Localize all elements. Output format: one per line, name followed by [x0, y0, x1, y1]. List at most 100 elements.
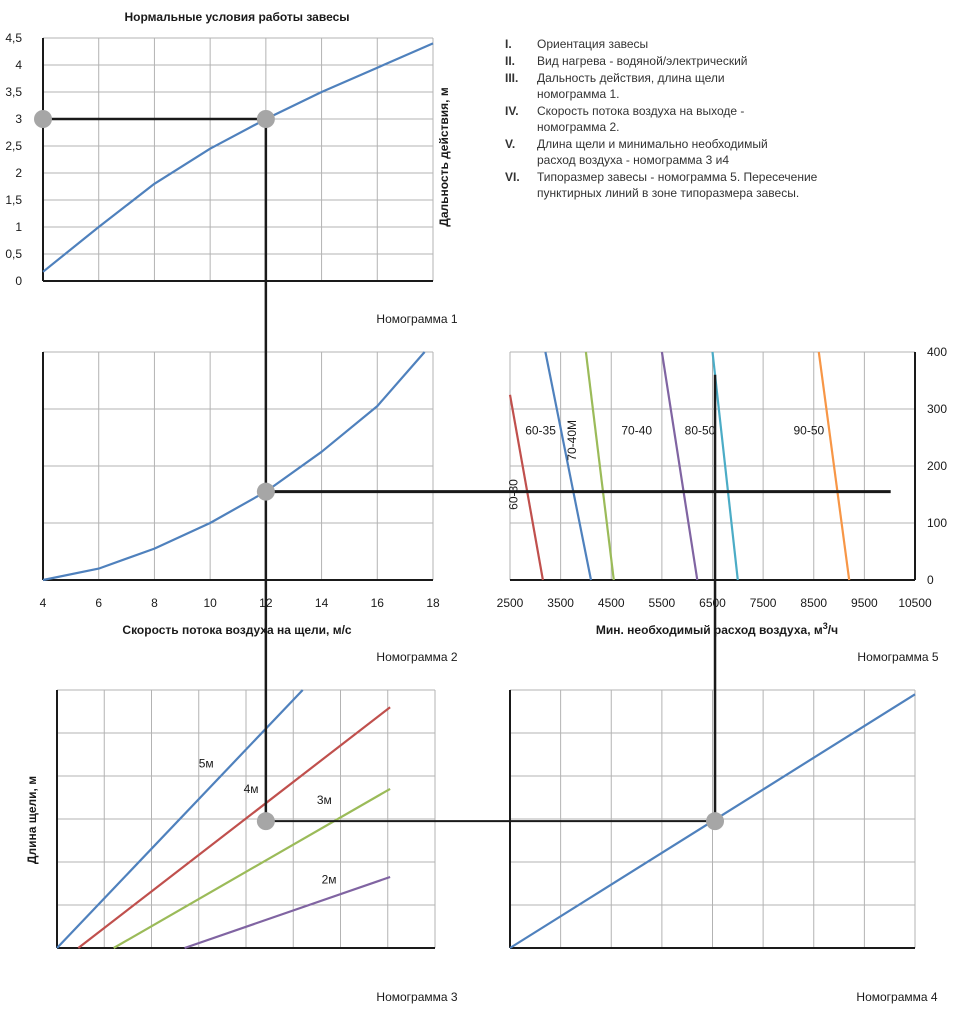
y-tick-label: 2,5: [5, 139, 22, 153]
nomogram-4: Номограмма 4: [509, 689, 938, 1004]
line-label: 4м: [244, 782, 259, 796]
series-line: [584, 351, 615, 581]
nomogram-3: 5м 4м 3м 2м Длина щели, м Номограмма 3: [25, 689, 458, 1004]
series-line: [42, 42, 434, 273]
legend-note-text: Длина щели и минимально необходимый расх…: [537, 137, 768, 167]
size-label: 60-35: [525, 424, 556, 438]
nomogram-5-grid: [509, 351, 916, 581]
y-tick-label: 4: [15, 58, 22, 72]
y-tick-label: 0: [15, 274, 22, 288]
line-label: 5м: [199, 756, 214, 770]
nomogram-3-grid: [56, 689, 436, 949]
legend-notes: I. Ориентация завесы II. Вид нагрева - вод…: [505, 36, 865, 202]
size-label: 60-30: [507, 479, 521, 510]
x-tick-label: 4500: [598, 596, 625, 610]
y-tick-label: 2: [15, 166, 22, 180]
y-tick-label: 1,5: [5, 193, 22, 207]
series-line: [56, 689, 304, 949]
series-line: [77, 706, 391, 949]
legend-note-text: Вид нагрева - водяной/электрический: [537, 54, 748, 68]
series-line: [113, 787, 391, 949]
legend-note-text: Скорость потока воздуха на выходе - номо…: [537, 104, 745, 134]
nomogram-1-caption: Номограмма 1: [376, 312, 457, 326]
nomogram-3-y-axis-label: Длина щели, м: [25, 776, 39, 864]
series-line: [660, 351, 699, 581]
nomogram-5-x-axis-label-end: /ч: [828, 623, 838, 637]
size-label: 70-40M: [565, 420, 579, 461]
legend-note: IV. Скорость потока воздуха на выходе - н…: [505, 103, 865, 135]
selection-markers: [34, 110, 725, 831]
x-tick-label: 4: [40, 596, 47, 610]
x-tick-label: 6500: [699, 596, 726, 610]
x-tick-label: 8: [151, 596, 158, 610]
y-tick-label: 3,5: [5, 85, 22, 99]
y-tick-label: 100: [927, 516, 947, 530]
nomogram-3-series: [56, 689, 391, 950]
path-marker: [256, 110, 275, 128]
legend-note: VI. Типоразмер завесы - номограмма 5. Пер…: [505, 169, 865, 201]
legend-note-text: Типоразмер завесы - номограмма 5. Пересе…: [537, 170, 818, 200]
nomogram-2-grid: [42, 351, 434, 581]
y-tick-label: 0: [927, 573, 934, 587]
y-tick-label: 3: [15, 112, 22, 126]
x-tick-label: 18: [426, 596, 440, 610]
series-line: [184, 875, 391, 950]
legend-note: V. Длина щели и минимально необходимый ра…: [505, 136, 865, 168]
nomogram-5-caption: Номограмма 5: [857, 650, 938, 664]
nomogram-5-x-axis-label-main: Мин. необходимый расход воздуха, м: [596, 623, 823, 637]
y-tick-label: 0,5: [5, 247, 22, 261]
nomogram-2-x-axis-label: Скорость потока воздуха на щели, м/с: [122, 623, 352, 637]
x-tick-label: 9500: [851, 596, 878, 610]
nomogram-1-series: [42, 42, 434, 273]
y-tick-label: 300: [927, 402, 947, 416]
size-label: 80-50: [685, 424, 716, 438]
nomogram-5-ticks: 2500 3500 4500 5500 6500 7500 8500 9500 10500 0 10…: [497, 345, 948, 610]
nomogram-5-size-labels: 60-30 60-35 70-40M 70-40 80-50 90-50: [507, 420, 825, 510]
y-tick-label: 400: [927, 345, 947, 359]
y-tick-label: 1: [15, 220, 22, 234]
nomogram-3-caption: Номограмма 3: [376, 990, 457, 1004]
nomogram-1: Нормальные условия работы завесы 0 0,5 1 1,…: [5, 10, 458, 326]
legend-note: III. Дальность действия, длина щели номог…: [505, 70, 865, 102]
x-tick-label: 5500: [649, 596, 676, 610]
x-tick-label: 3500: [547, 596, 574, 610]
nomogram-2: 4681012141618 Скорость потока воздуха на…: [40, 351, 458, 664]
series-line: [817, 351, 851, 581]
nomogram-4-caption: Номограмма 4: [856, 990, 937, 1004]
path-marker: [256, 482, 275, 501]
y-tick-label: 4,5: [5, 31, 22, 45]
path-marker: [34, 110, 52, 128]
legend-note-number: III.: [505, 71, 519, 85]
x-tick-label: 6: [95, 596, 102, 610]
nomogram-5-x-axis-label-sup: 3: [823, 621, 828, 631]
legend-note-text: Дальность действия, длина щели номограмм…: [537, 71, 725, 101]
legend-note: II. Вид нагрева - водяной/электрический: [505, 53, 865, 69]
series-line: [544, 351, 593, 581]
selection-path: [43, 117, 891, 823]
nomogram-5: 2500 3500 4500 5500 6500 7500 8500 9500 10500 0 10…: [497, 345, 948, 664]
nomogram-3-line-labels: 5м 4м 3м 2м: [199, 756, 337, 886]
x-tick-label: 7500: [750, 596, 777, 610]
nomogram-5-x-axis-label: Мин. необходимый расход воздуха, м3/ч: [596, 621, 838, 637]
nomogram-1-y-axis-label: Дальность действия, м: [437, 87, 451, 227]
nomogram-1-grid: [42, 37, 434, 282]
size-label: 90-50: [794, 424, 825, 438]
x-tick-label: 14: [315, 596, 329, 610]
x-tick-label: 2500: [497, 596, 524, 610]
nomogram-5-series: [508, 351, 851, 581]
x-tick-label: 10500: [898, 596, 932, 610]
legend-note-number: V.: [505, 137, 516, 151]
path-marker: [706, 812, 725, 831]
series-line: [711, 351, 739, 581]
x-tick-label: 10: [203, 596, 217, 610]
path-marker: [256, 812, 275, 831]
x-tick-label: 8500: [800, 596, 827, 610]
legend-note-text: Ориентация завесы: [537, 37, 649, 51]
x-tick-label: 16: [371, 596, 385, 610]
legend-note-number: VI.: [505, 170, 520, 184]
nomogram-1-title: Нормальные условия работы завесы: [124, 10, 349, 24]
size-label: 70-40: [621, 424, 652, 438]
nomogram-1-y-ticks: 0 0,5 1 1,5 2 2,5 3 3,5 4 4,5: [5, 31, 22, 288]
legend-note-number: II.: [505, 54, 516, 68]
